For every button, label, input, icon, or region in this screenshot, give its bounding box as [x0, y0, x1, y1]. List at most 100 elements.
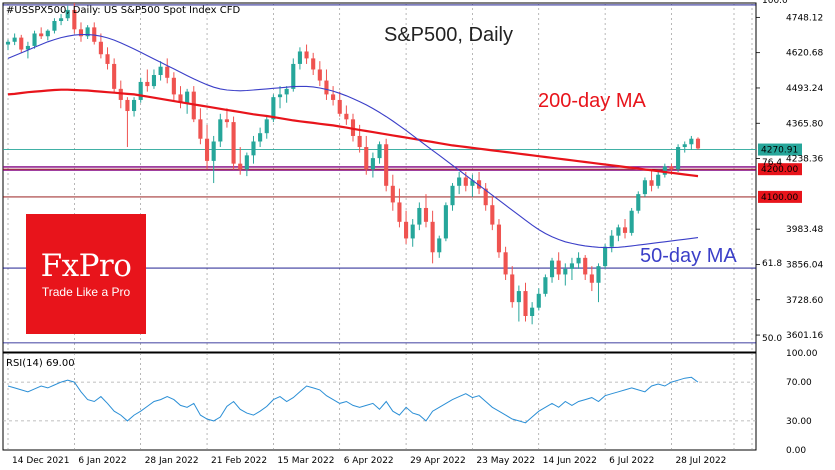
candle-body [576, 257, 581, 264]
candle-body [583, 257, 588, 275]
candle-body [165, 66, 170, 78]
rsi-tick-label: 30.00 [786, 417, 812, 427]
y-tick-label: 4748.12 [786, 13, 823, 23]
price-levels: 4270.91 4200.00 4100.00 76.4 61.8 100.0 50.0 [3, 0, 802, 344]
symbol-title: #USSPX500, Daily: US S&P500 Spot Index C… [6, 5, 240, 16]
candle-body [244, 155, 249, 170]
candle-body [105, 54, 110, 64]
x-tick-label: 15 Mar 2022 [277, 456, 334, 466]
candle-body [39, 33, 44, 37]
candle-body [549, 260, 555, 278]
candle-body [317, 69, 322, 81]
y-tick-label: 4493.24 [786, 84, 823, 94]
price-tag-bg [758, 190, 802, 203]
candle-body [377, 144, 382, 159]
ma200-line [7, 88, 699, 178]
x-tick-label: 14 Dec 2021 [12, 456, 70, 466]
candle-body [662, 166, 667, 175]
candle-body [271, 97, 276, 120]
x-tick-label: 6 Apr 2022 [344, 456, 394, 466]
candle-body [78, 29, 84, 37]
price-tag-label: 4100.00 [761, 193, 798, 203]
candle-body [85, 27, 90, 37]
candle-body [304, 51, 309, 59]
candle-body [251, 141, 256, 156]
candle-body [603, 246, 608, 267]
candle-body [218, 119, 223, 142]
price-tag-bg [758, 163, 802, 176]
ma200-annotation: 200-day MA [538, 90, 646, 112]
candle-body [496, 224, 502, 253]
candle-body [204, 138, 210, 161]
x-tick-label: 6 Jan 2022 [78, 456, 126, 466]
candle-body [364, 147, 369, 170]
candle-body [676, 147, 681, 170]
candle-body [563, 268, 568, 275]
rsi-title: RSI(14) 69.00 [6, 358, 75, 369]
candle-body [483, 188, 488, 206]
chart-title: S&P500, Daily [384, 24, 513, 46]
candle-body [59, 18, 64, 22]
candle-body [158, 66, 163, 76]
moving-averages [7, 34, 699, 249]
fib-label: 100.0 [762, 0, 788, 6]
candle-body [470, 180, 475, 186]
candle-body [284, 88, 289, 95]
candle-body [417, 207, 422, 225]
candle-body [530, 307, 535, 316]
rsi-plot-frame [2, 352, 757, 451]
candle-body [178, 94, 183, 103]
y-tick-label: 3856.04 [786, 260, 823, 270]
rsi-series [3, 376, 756, 424]
candle-body [669, 166, 674, 170]
candle-body [523, 291, 528, 316]
x-tick-label: 28 Jan 2022 [145, 456, 199, 466]
candle-body [629, 210, 634, 233]
candle-body [297, 51, 302, 64]
y-tick-label: 3983.48 [786, 225, 823, 235]
candle-body [609, 235, 614, 247]
rsi-line [7, 376, 699, 424]
candle-body [556, 260, 561, 275]
x-tick-label: 21 Feb 2022 [211, 456, 267, 466]
candle-body [337, 99, 342, 114]
candle-body [98, 41, 103, 55]
fib-label: 76.4 [762, 158, 782, 168]
candle-body [569, 263, 574, 269]
ma50-annotation: 50-day MA [640, 245, 737, 267]
x-tick-label: 29 Apr 2022 [410, 456, 466, 466]
candle-body [19, 37, 24, 50]
fib-label: 61.8 [762, 259, 782, 269]
candle-body [636, 194, 641, 211]
candle-body [463, 177, 468, 186]
x-tick-label: 6 Jul 2022 [609, 456, 654, 466]
y-tick-label: 4365.80 [786, 119, 823, 129]
y-tick-label: 4238.36 [786, 155, 823, 165]
candle-body [231, 122, 236, 164]
candle-body [443, 205, 448, 239]
candle-body [171, 77, 176, 95]
candle-body [350, 119, 356, 136]
candle-body [258, 133, 263, 142]
x-tick-label: 23 May 2022 [476, 456, 535, 466]
candle-body [344, 113, 349, 120]
candlestick-series [5, 3, 701, 325]
candle-body [437, 238, 442, 253]
candle-body [132, 99, 137, 112]
candle-body [185, 91, 190, 103]
candle-body [52, 21, 57, 31]
price-tag-label: 4270.91 [761, 146, 798, 156]
y-tick-label: 4620.68 [786, 49, 823, 59]
candle-body [125, 99, 130, 112]
candle-body [25, 45, 30, 50]
axis-labels: 14 Dec 2021 6 Jan 2022 28 Jan 2022 21 Feb 2… [12, 13, 823, 466]
candle-body [649, 180, 654, 186]
x-tick-label: 28 Jul 2022 [675, 456, 726, 466]
candle-body [430, 221, 435, 253]
candle-body [264, 119, 269, 134]
candle-body [238, 163, 243, 170]
candle-body [277, 94, 283, 98]
candle-body [622, 227, 628, 233]
logo-brand: FxPro [40, 248, 132, 284]
candle-body [138, 81, 143, 100]
